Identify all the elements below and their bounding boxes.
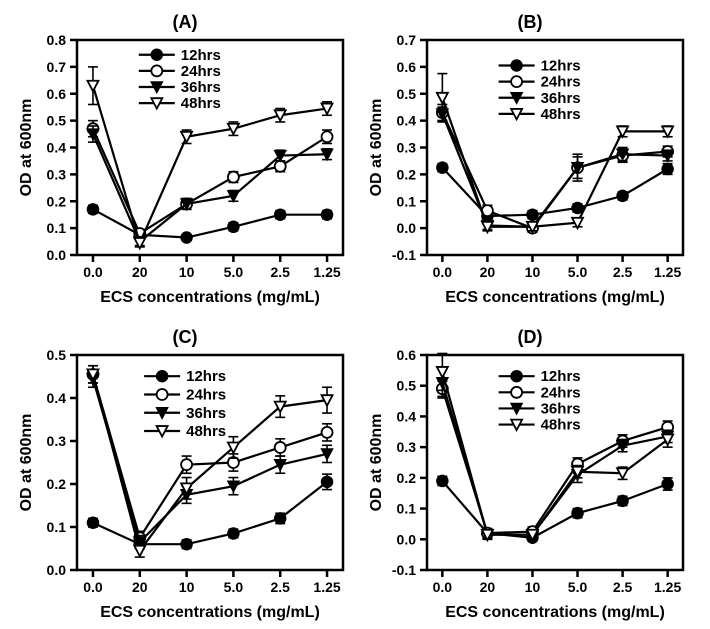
xtick-label: 2.5 — [613, 264, 633, 280]
ytick-label: 0.5 — [47, 113, 67, 129]
ytick-label: 0.3 — [397, 439, 417, 455]
ytick-label: 0.1 — [397, 501, 417, 517]
legend-label-36hrs: 36hrs — [541, 400, 581, 417]
ytick-label: 0.0 — [397, 531, 417, 547]
xtick-label: 20 — [132, 579, 148, 595]
ytick-label: 0.2 — [47, 476, 67, 492]
panel-title: (D) — [518, 327, 543, 347]
panel-A: (A) 0.0 0.1 0.2 0.3 0.4 0.5 0.6 0.7 0.8 0.0 20 10 5.0… — [15, 10, 355, 310]
panel-C: (C) 0.0 0.1 0.2 0.3 0.4 0.5 0.0 20 10 5.0 2.5 1.25 OD… — [15, 325, 355, 625]
y-axis-label: OD at 600nm — [18, 414, 35, 512]
ytick-label: 0.6 — [397, 347, 417, 363]
ytick-label: 0.5 — [47, 347, 67, 363]
ytick-label: 0.5 — [397, 378, 417, 394]
ytick-label: 0.1 — [47, 220, 67, 236]
ytick-label: 0.4 — [47, 390, 67, 406]
xtick-label: 1.25 — [313, 264, 340, 280]
ytick-label: -0.1 — [392, 247, 416, 263]
xtick-label: 10 — [179, 264, 195, 280]
ytick-label: 0.2 — [397, 470, 417, 486]
panel-title: (A) — [173, 12, 198, 32]
legend-label-48hrs: 48hrs — [541, 417, 581, 434]
y-axis-label: OD at 600nm — [18, 99, 35, 197]
xtick-label: 5.0 — [224, 579, 244, 595]
ytick-label: 0.3 — [397, 140, 417, 156]
xtick-label: 10 — [525, 264, 541, 280]
ytick-label: 0.6 — [47, 86, 67, 102]
xtick-label: 0.0 — [83, 264, 103, 280]
xtick-label: 10 — [179, 579, 195, 595]
xtick-label: 5.0 — [568, 264, 588, 280]
y-axis-label: OD at 600nm — [368, 414, 385, 512]
panel-title: (C) — [173, 327, 198, 347]
xtick-label: 1.25 — [313, 579, 340, 595]
legend-label-24hrs: 24hrs — [181, 63, 221, 80]
xtick-label: 20 — [132, 264, 148, 280]
ytick-label: 0.8 — [47, 32, 67, 48]
ytick-label: 0.2 — [397, 166, 417, 182]
ytick-label: 0.4 — [397, 113, 417, 129]
legend-label-36hrs: 36hrs — [186, 405, 226, 422]
legend-label-12hrs: 12hrs — [541, 368, 581, 385]
xtick-label: 10 — [525, 579, 541, 595]
legend-label-12hrs: 12hrs — [186, 368, 226, 385]
xtick-label: 1.25 — [654, 579, 681, 595]
panel-title: (B) — [518, 12, 543, 32]
ytick-label: 0.4 — [397, 408, 417, 424]
ytick-label: 0.3 — [47, 433, 67, 449]
xtick-label: 5.0 — [568, 579, 588, 595]
legend-label-36hrs: 36hrs — [541, 90, 581, 107]
xtick-label: 2.5 — [270, 264, 290, 280]
chart-svg-C: (C) 0.0 0.1 0.2 0.3 0.4 0.5 0.0 20 10 5.0 2.5 1.25 OD… — [15, 325, 355, 625]
ytick-label: 0.4 — [47, 140, 67, 156]
panel-B: (B) -0.1 0.0 0.1 0.2 0.3 0.4 0.5 0.6 0.7 0.0 20 10 5.… — [365, 10, 695, 310]
legend-label-12hrs: 12hrs — [181, 47, 221, 64]
xtick-label: 20 — [480, 264, 496, 280]
chart-svg-B: (B) -0.1 0.0 0.1 0.2 0.3 0.4 0.5 0.6 0.7 0.0 20 10 5.… — [365, 10, 695, 310]
ytick-label: -0.1 — [392, 562, 416, 578]
panel-D: (D) -0.1 0.0 0.1 0.2 0.3 0.4 0.5 0.6 0.0 20 10 5.0 2.… — [365, 325, 695, 625]
ytick-label: 0.1 — [397, 193, 417, 209]
xtick-label: 0.0 — [433, 264, 453, 280]
legend-label-48hrs: 48hrs — [541, 106, 581, 123]
xtick-label: 5.0 — [224, 264, 244, 280]
x-axis-label: ECS concentrations (mg/mL) — [445, 289, 665, 306]
xtick-label: 0.0 — [83, 579, 103, 595]
chart-svg-A: (A) 0.0 0.1 0.2 0.3 0.4 0.5 0.6 0.7 0.8 0.0 20 10 5.0… — [15, 10, 355, 310]
ytick-label: 0.0 — [397, 220, 417, 236]
x-axis-label: ECS concentrations (mg/mL) — [100, 604, 320, 621]
y-axis-label: OD at 600nm — [368, 99, 385, 197]
xtick-label: 2.5 — [270, 579, 290, 595]
legend-label-48hrs: 48hrs — [186, 423, 226, 440]
legend-label-24hrs: 24hrs — [186, 386, 226, 403]
legend-label-48hrs: 48hrs — [181, 95, 221, 112]
xtick-label: 1.25 — [654, 264, 681, 280]
ytick-label: 0.2 — [47, 193, 67, 209]
ytick-label: 0.1 — [47, 519, 67, 535]
ytick-label: 0.0 — [47, 562, 67, 578]
legend-label-36hrs: 36hrs — [181, 79, 221, 96]
legend-label-24hrs: 24hrs — [541, 74, 581, 91]
chart-svg-D: (D) -0.1 0.0 0.1 0.2 0.3 0.4 0.5 0.6 0.0 20 10 5.0 2.… — [365, 325, 695, 625]
xtick-label: 2.5 — [613, 579, 633, 595]
ytick-label: 0.7 — [47, 59, 67, 75]
xtick-label: 20 — [480, 579, 496, 595]
ytick-label: 0.7 — [397, 32, 417, 48]
legend-label-12hrs: 12hrs — [541, 58, 581, 75]
legend-label-24hrs: 24hrs — [541, 384, 581, 401]
x-axis-label: ECS concentrations (mg/mL) — [100, 289, 320, 306]
ytick-label: 0.3 — [47, 166, 67, 182]
ytick-label: 0.0 — [47, 247, 67, 263]
figure-grid: { "figure": { "width": 710, "height": 62… — [0, 0, 710, 629]
ytick-label: 0.6 — [397, 59, 417, 75]
xtick-label: 0.0 — [433, 579, 453, 595]
ytick-label: 0.5 — [397, 86, 417, 102]
x-axis-label: ECS concentrations (mg/mL) — [445, 604, 665, 621]
